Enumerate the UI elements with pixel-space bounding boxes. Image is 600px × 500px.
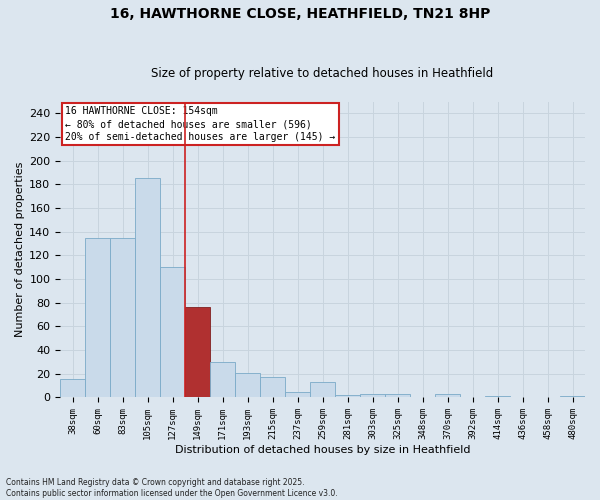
Bar [260,378,285,398]
X-axis label: Distribution of detached houses by size in Heathfield: Distribution of detached houses by size … [175,445,470,455]
Bar [60,378,85,398]
Text: Contains HM Land Registry data © Crown copyright and database right 2025.
Contai: Contains HM Land Registry data © Crown c… [6,478,338,498]
Bar [185,308,210,398]
Bar [385,394,410,398]
Bar [435,394,460,398]
Bar [310,382,335,398]
Bar [160,267,185,398]
Y-axis label: Number of detached properties: Number of detached properties [15,162,25,337]
Text: 16 HAWTHORNE CLOSE: 154sqm
← 80% of detached houses are smaller (596)
20% of sem: 16 HAWTHORNE CLOSE: 154sqm ← 80% of deta… [65,106,335,142]
Bar [110,238,135,398]
Bar [360,394,385,398]
Bar [560,396,585,398]
Bar [335,395,360,398]
Bar [210,362,235,398]
Bar [285,392,310,398]
Bar [135,178,160,398]
Title: Size of property relative to detached houses in Heathfield: Size of property relative to detached ho… [151,66,494,80]
Bar [235,372,260,398]
Bar [85,238,110,398]
Bar [485,396,510,398]
Text: 16, HAWTHORNE CLOSE, HEATHFIELD, TN21 8HP: 16, HAWTHORNE CLOSE, HEATHFIELD, TN21 8H… [110,8,490,22]
